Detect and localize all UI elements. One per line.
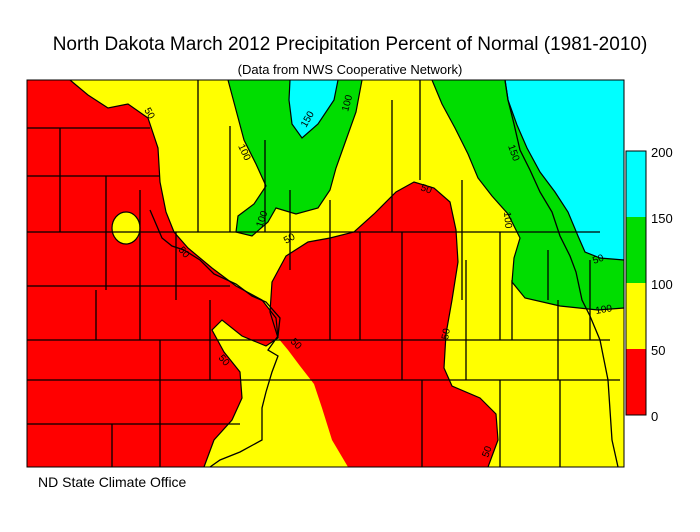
contour-label: 100	[340, 93, 355, 112]
legend-tick-label: 200	[651, 145, 673, 160]
region-150-200-east	[505, 80, 624, 260]
contour-label: 100	[501, 211, 513, 229]
contour-50-west	[69, 79, 279, 468]
contour-label: 50	[440, 327, 453, 340]
county-boundaries	[27, 79, 620, 468]
contour-150-east	[504, 79, 625, 261]
region-100-150-east	[432, 80, 624, 310]
legend-tick-label: 150	[651, 211, 673, 226]
missouri-river	[149, 209, 281, 468]
footer-credit: ND State Climate Office	[38, 474, 187, 490]
region-100-150-north	[228, 80, 362, 236]
contour-100-east	[431, 79, 625, 311]
contour-lines	[69, 79, 625, 468]
contour-label: 50	[141, 106, 156, 122]
legend-tick-label: 50	[651, 343, 666, 358]
legend-color-bar	[625, 150, 647, 416]
region-150-200-north	[289, 80, 338, 138]
contour-150-north	[288, 79, 339, 139]
region-50-100-hole	[112, 212, 140, 244]
county-row-line	[27, 127, 620, 425]
legend-swatch-100-150	[626, 217, 646, 283]
contour-50-central	[269, 181, 499, 468]
contour-label: 50	[591, 253, 606, 267]
region-0-50-west	[27, 80, 278, 467]
contour-label: 50	[419, 182, 434, 196]
legend-swatch-0-50	[626, 349, 646, 415]
contour-label: 100	[595, 303, 614, 317]
contour-100-north	[227, 79, 363, 237]
map-title: North Dakota March 2012 Precipitation Pe…	[52, 34, 648, 55]
region-0-50-central	[270, 182, 498, 467]
east-border-river	[504, 79, 619, 468]
map-subtitle: (Data from NWS Cooperative Network)	[237, 62, 463, 77]
county-col-line	[59, 80, 591, 467]
legend-tick-label: 100	[651, 277, 673, 292]
map-border	[26, 79, 625, 468]
contour-label: 50	[282, 231, 298, 246]
legend-tick-label: 0	[651, 409, 659, 424]
legend-swatch-50-100	[626, 283, 646, 349]
legend-border	[625, 150, 647, 416]
contour-label: 50	[480, 444, 494, 459]
contour-50-hole	[111, 211, 141, 245]
legend-swatch-150-200	[626, 151, 646, 217]
